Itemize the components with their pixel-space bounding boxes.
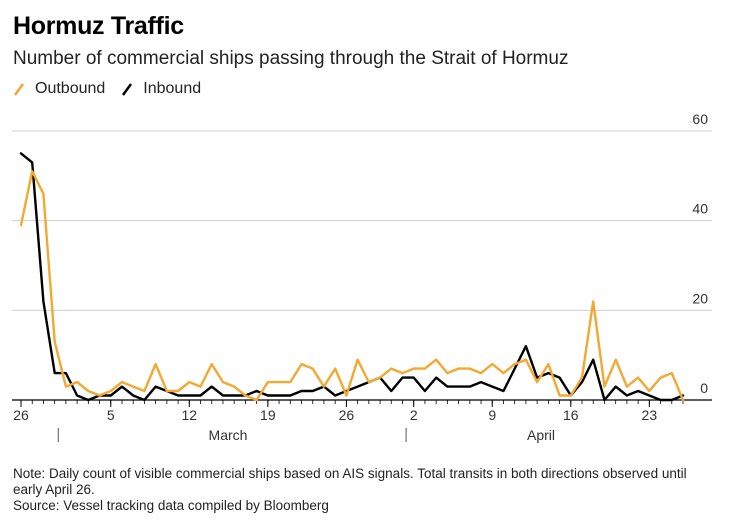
legend-swatch-inbound-icon — [121, 82, 133, 96]
y-tick-label-20: 20 — [692, 290, 708, 306]
chart-subtitle: Number of commercial ships passing throu… — [13, 48, 569, 69]
chart-note: Note: Daily count of visible commercial … — [13, 466, 713, 514]
x-tick-label: 19 — [260, 407, 276, 423]
legend-item-outbound: Outbound — [13, 80, 105, 98]
y-tick-label-60: 60 — [692, 111, 708, 127]
chart-title: Hormuz Traffic — [13, 12, 184, 40]
note-text: Note: Daily count of visible commercial … — [13, 466, 687, 497]
x-tick-label: 23 — [642, 407, 658, 423]
month-label-march: March — [209, 427, 248, 443]
legend-label-inbound: Inbound — [143, 80, 202, 97]
legend-item-inbound: Inbound — [121, 80, 201, 98]
y-tick-label-0: 0 — [700, 380, 708, 396]
x-tick-label: 26 — [13, 407, 29, 423]
x-tick-label: 2 — [410, 407, 418, 423]
chart-legend: Outbound Inbound — [13, 80, 217, 98]
y-tick-label-40: 40 — [692, 201, 708, 217]
x-tick-label: 26 — [339, 407, 355, 423]
source-text: Source: Vessel tracking data compiled by… — [13, 498, 329, 513]
x-tick-label: 12 — [182, 407, 198, 423]
month-label-april: April — [527, 427, 555, 443]
x-tick-label: 5 — [107, 407, 115, 423]
x-tick-label: 9 — [488, 407, 496, 423]
x-tick-label: 16 — [563, 407, 579, 423]
legend-label-outbound: Outbound — [35, 80, 106, 97]
line-chart: 0 20 40 60 26 5 12 19 26 2 9 16 23 March April — [12, 111, 712, 443]
series-line-outbound — [19, 170, 685, 402]
legend-swatch-outbound-icon — [13, 82, 25, 96]
